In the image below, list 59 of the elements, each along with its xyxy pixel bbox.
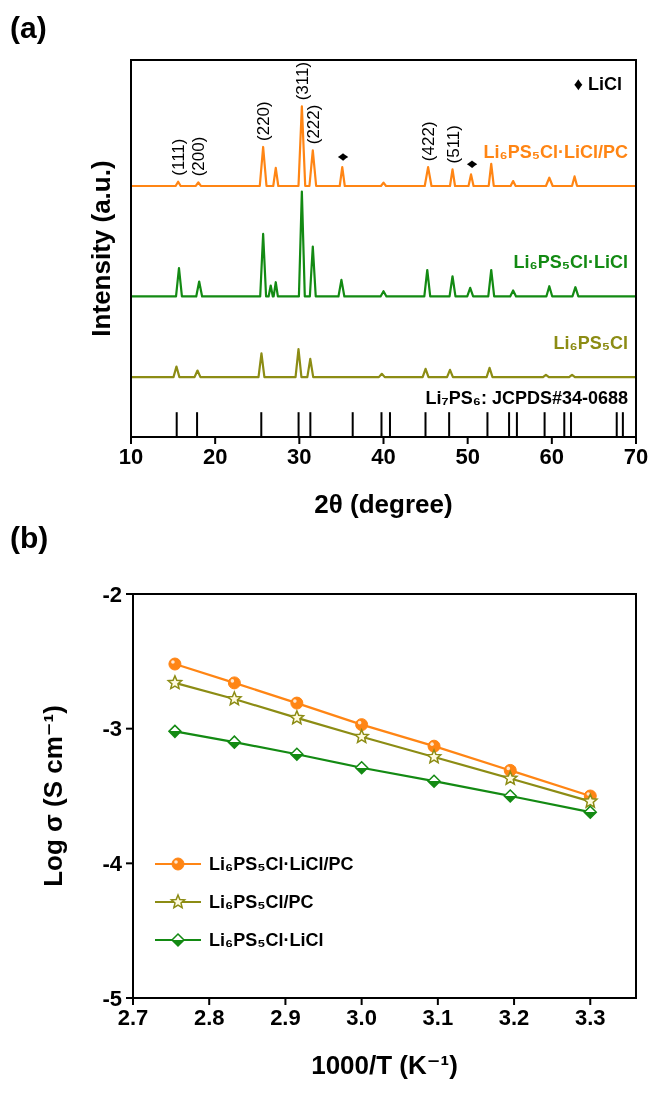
x-tick-label: 2.8 [193,1004,225,1030]
legend-label: Li₆PS₅Cl·LiCl/PC [209,854,354,874]
annotation: (511) [443,125,463,164]
point [290,696,304,710]
point [427,739,441,753]
series-label: Li₇PS₆: JCPDS#34-0688 [425,388,628,409]
point [503,789,517,803]
point [226,691,242,706]
point [354,760,369,775]
y-tick-label: -3 [102,716,122,742]
point [355,718,369,732]
legend-label: Li₆PS₅Cl·LiCl [209,930,324,950]
legend-label: Li₆PS₅Cl/PC [209,892,314,912]
point [354,729,370,744]
point [289,710,305,725]
x-tick-label: 3.0 [346,1004,377,1030]
point [290,747,304,761]
x-tick-label: 30 [287,443,312,469]
annotation: ♦ [462,159,482,169]
y-tick-label: -5 [102,985,122,1011]
point [227,676,241,690]
annotation: (311) [292,61,312,101]
x-tick-label: 3.1 [422,1004,454,1030]
chart-title: (b) [10,521,49,554]
point [167,675,183,690]
annotation: (111) [169,138,189,176]
point [168,724,182,739]
chart-title: (a) [10,11,47,44]
annotation: (422) [419,121,439,162]
x-tick-label: 50 [455,443,480,469]
y-axis-title: Intensity (a.u.) [86,160,116,337]
x-tick-label: 60 [539,443,565,469]
series-label: Li₆PS₅Cl [553,333,628,354]
annotation: (222) [303,104,323,145]
text: ♦ LiCl [573,74,622,94]
point [168,657,182,671]
point [502,770,518,785]
series-label: Li₆PS₅Cl·LiCl [513,252,628,273]
x-tick-label: 70 [623,443,649,469]
point [582,793,598,808]
annotation: (220) [254,101,274,141]
y-tick-label: -2 [102,581,122,607]
x-tick-label: 3.2 [498,1004,530,1030]
annotation: ♦ [333,152,353,162]
x-axis-title: 2θ (degree) [314,489,453,519]
x-tick-label: 40 [371,443,396,469]
point [426,749,442,764]
point [227,735,242,749]
x-tick-label: 2.9 [270,1004,301,1030]
point [583,805,598,819]
x-tick-label: 3.3 [574,1004,606,1030]
x-axis-title: 1000/T (K⁻¹) [311,1050,458,1080]
y-axis-title: Log σ (S cm⁻¹) [38,705,68,887]
point [427,774,441,788]
annotation: (200) [189,136,209,177]
y-tick-label: -4 [102,851,123,877]
series-label: Li₆PS₅Cl·LiCl/PC [483,142,628,162]
x-tick-label: 10 [118,443,144,469]
x-tick-label: 20 [202,443,228,469]
